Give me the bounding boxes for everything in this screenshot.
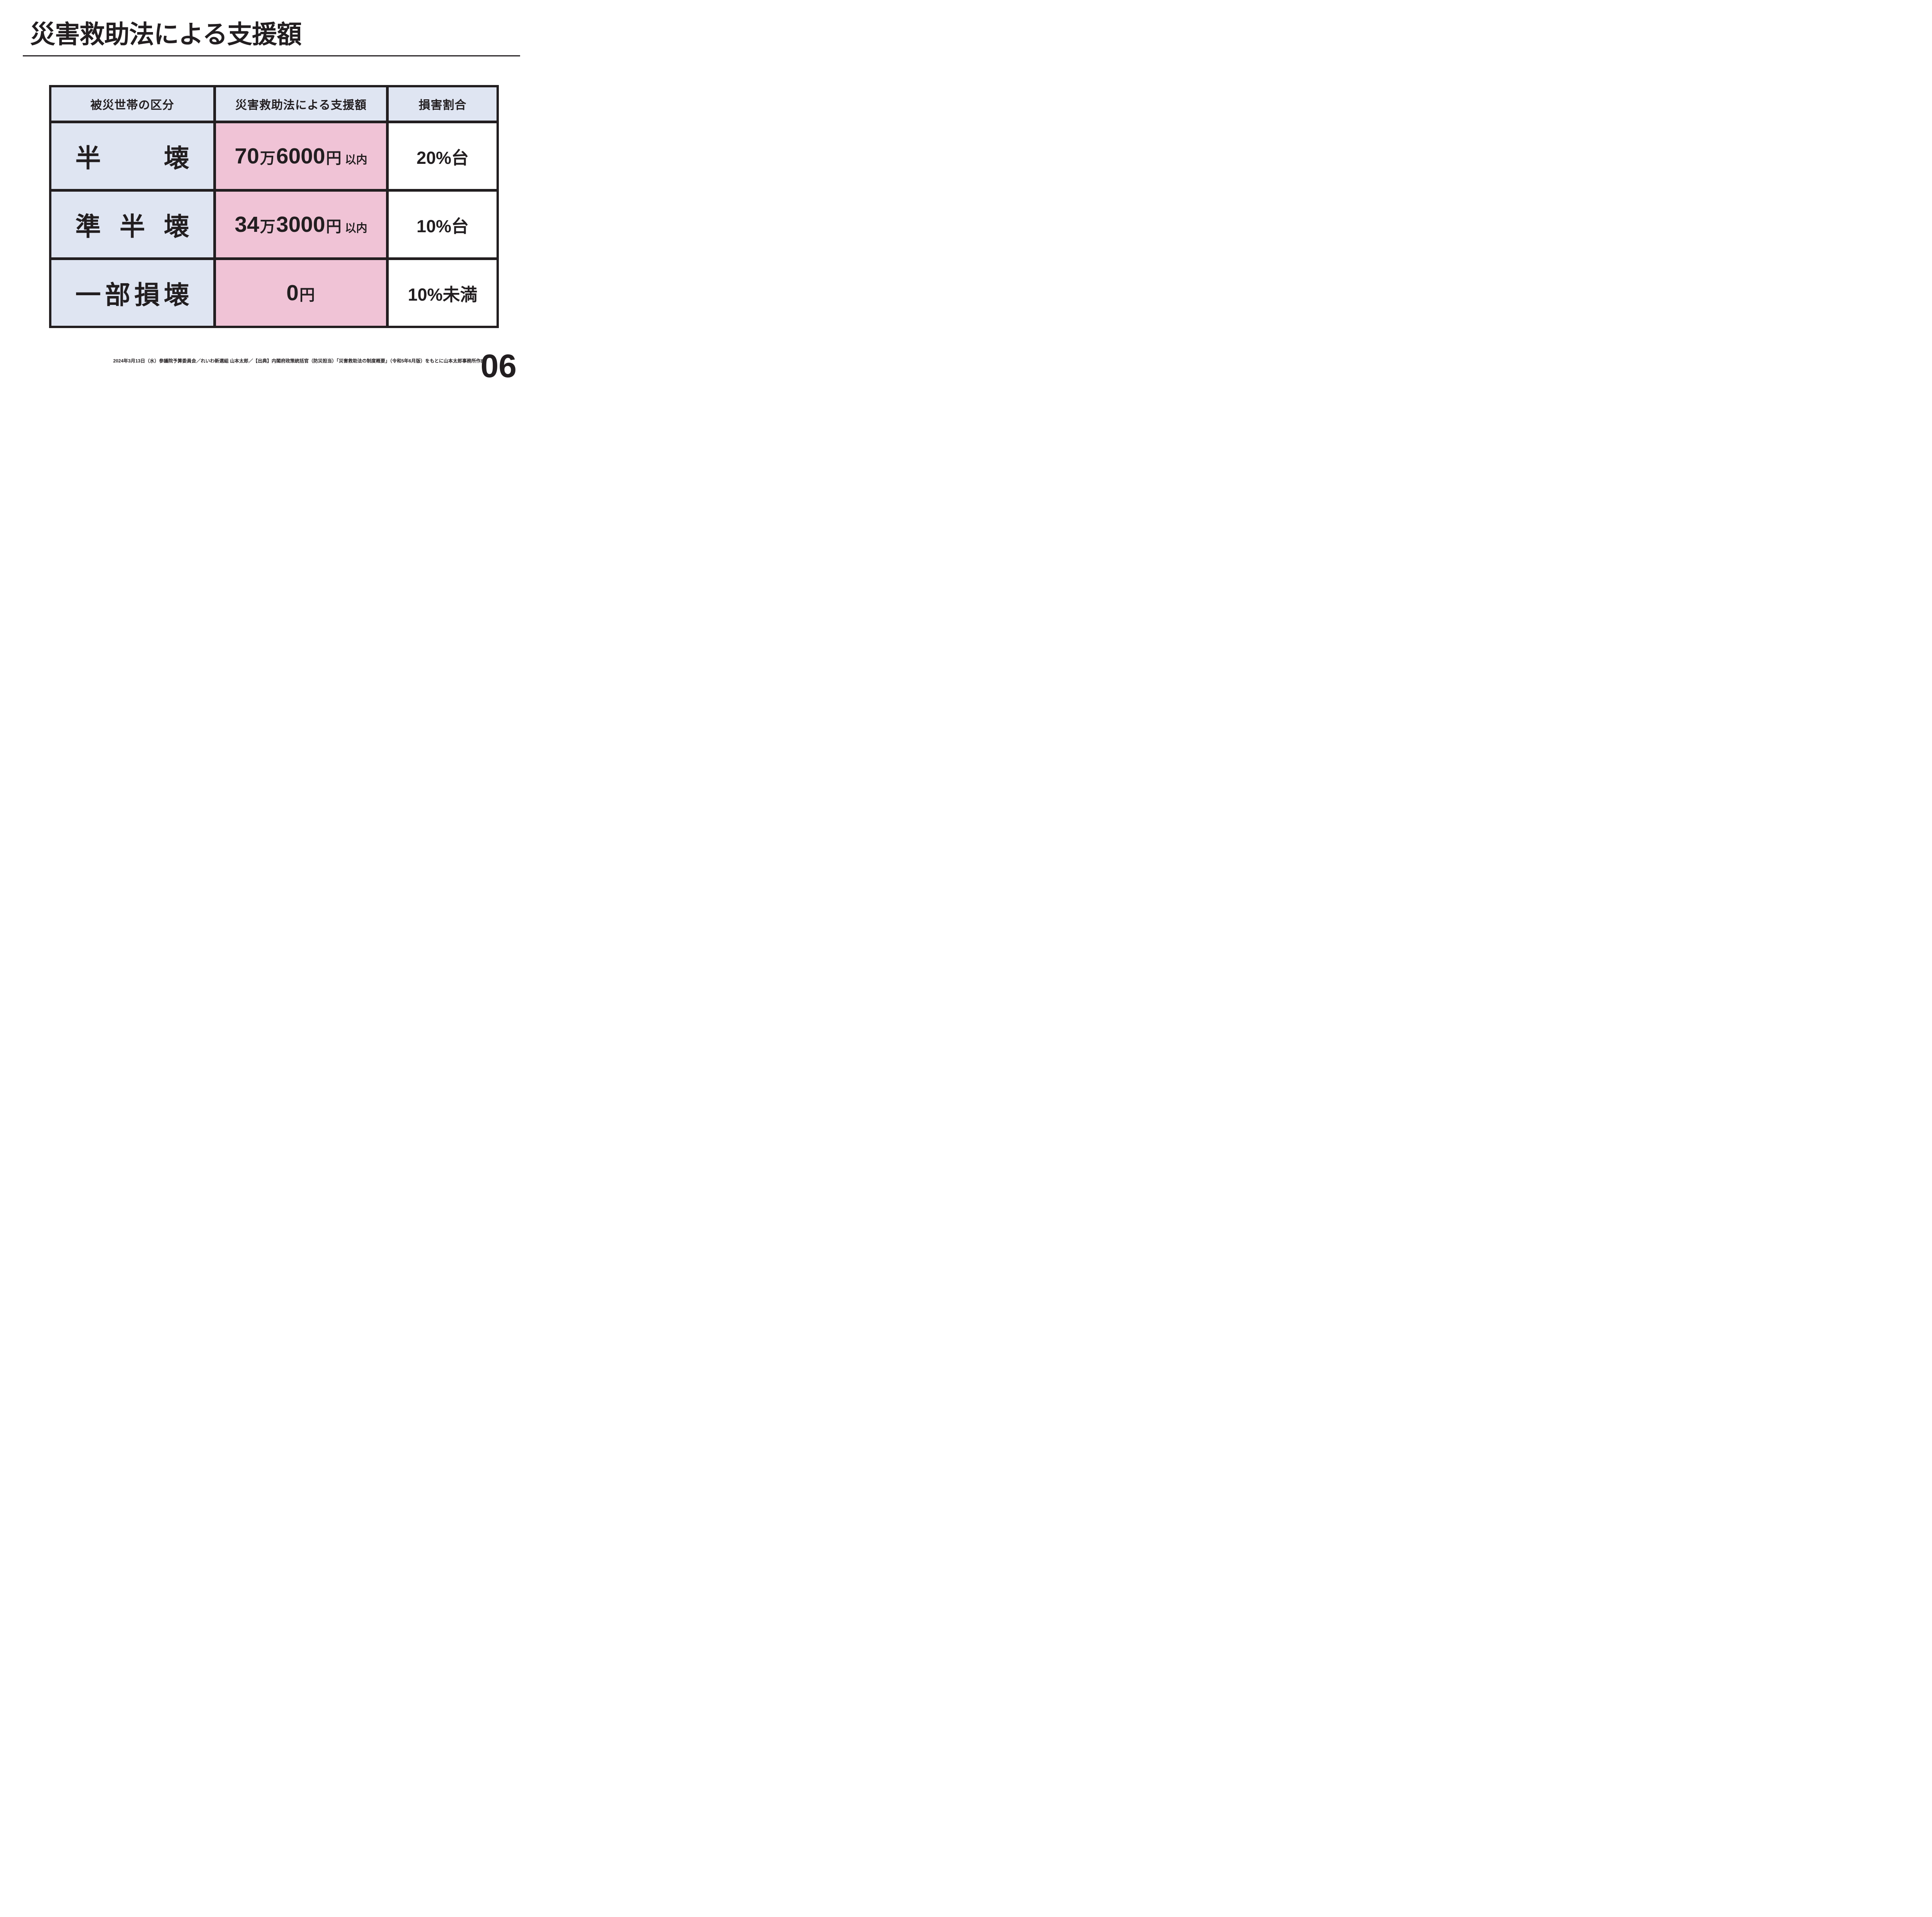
amount-number: 70 [235,143,259,168]
amount-text: 70 万 6000 円 以内 [235,145,367,167]
amount-cell-junhankai: 34 万 3000 円 以内 [216,192,386,257]
amount-number: 3000 [276,212,325,237]
column-header-support-amount: 災害救助法による支援額 [216,87,386,121]
amount-suffix-inai: 以内 [345,222,367,235]
amount-number: 6000 [276,143,325,168]
amount-unit-yen: 円 [299,286,315,304]
column-header-damage-ratio: 損害割合 [389,87,497,121]
slide: 災害救助法による支援額 被災世帯の区分 災害救助法による支援額 損害割合 半 壊… [0,0,542,383]
amount-suffix-inai: 以内 [345,153,367,166]
category-cell-hankai: 半 壊 [51,123,213,189]
source-citation: 2024年3月13日（水）参議院予算委員会／れいわ新選組 山本太郎／【出典】内閣… [113,358,485,364]
support-amount-table: 被災世帯の区分 災害救助法による支援額 損害割合 半 壊 70 万 6000 円… [49,85,499,328]
ratio-cell-junhankai: 10%台 [389,192,497,257]
amount-text: 0 円 [286,282,316,304]
ratio-cell-hankai: 20%台 [389,123,497,189]
category-char: 壊 [163,281,189,309]
column-header-household-category: 被災世帯の区分 [51,87,213,121]
category-char: 壊 [164,212,189,241]
amount-cell-hankai: 70 万 6000 円 以内 [216,123,386,189]
category-char: 壊 [164,144,189,172]
title-underline [23,55,520,56]
ratio-cell-ichibu-sonkai: 10%未満 [389,260,497,326]
category-char: 一 [75,281,101,309]
category-char: 損 [134,281,160,309]
category-cell-junhankai: 準 半 壊 [51,192,213,257]
amount-unit-man: 万 [260,218,276,235]
amount-number: 0 [286,280,299,305]
amount-cell-ichibu-sonkai: 0 円 [216,260,386,326]
amount-number: 34 [235,212,259,237]
category-cell-ichibu-sonkai: 一 部 損 壊 [51,260,213,326]
category-char: 半 [119,212,145,241]
amount-unit-yen: 円 [326,218,342,235]
category-char: 準 [75,212,101,241]
amount-unit-man: 万 [260,150,276,167]
category-char: 半 [75,144,101,172]
page-number: 06 [480,348,517,384]
category-char: 部 [105,281,131,309]
page-title: 災害救助法による支援額 [30,20,302,48]
amount-unit-yen: 円 [326,150,342,167]
amount-text: 34 万 3000 円 以内 [235,212,367,237]
